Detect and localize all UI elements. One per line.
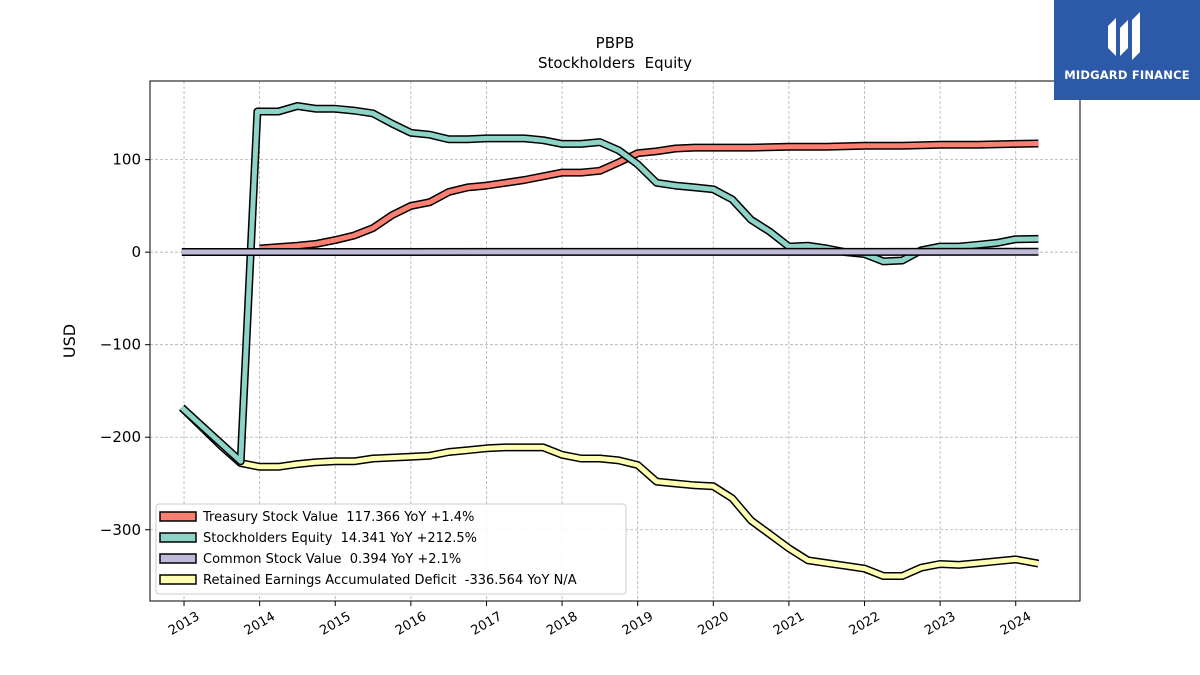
x-tick-label: 2015 bbox=[317, 609, 353, 639]
series-line bbox=[180, 103, 1039, 464]
legend-swatch bbox=[159, 553, 197, 564]
x-tick-label: 2016 bbox=[393, 609, 429, 639]
x-tick-label: 2022 bbox=[847, 609, 883, 639]
x-tick-label: 2018 bbox=[544, 609, 580, 639]
series-line bbox=[180, 405, 1039, 579]
x-tick-label: 2020 bbox=[695, 609, 731, 639]
legend-swatch bbox=[159, 511, 197, 522]
legend-swatch bbox=[159, 574, 197, 585]
x-tick-label: 2021 bbox=[771, 609, 807, 639]
y-tick-label: −200 bbox=[100, 428, 141, 446]
logo-text: MIDGARD FINANCE bbox=[1064, 68, 1190, 82]
chart-title: PBPB bbox=[596, 34, 635, 52]
legend: Treasury Stock Value 117.366 YoY +1.4% St… bbox=[155, 503, 627, 595]
x-tick-label: 2023 bbox=[922, 609, 958, 639]
legend-label: Stockholders Equity 14.341 YoY +212.5% bbox=[203, 531, 477, 546]
plot-frame bbox=[149, 80, 1081, 602]
legend-swatch bbox=[159, 532, 197, 543]
brand-logo: MIDGARD FINANCE bbox=[1054, 0, 1200, 100]
legend-label: Retained Earnings Accumulated Deficit -3… bbox=[203, 573, 577, 588]
x-tick-label: 2017 bbox=[469, 609, 505, 639]
legend-label: Common Stock Value 0.394 YoY +2.1% bbox=[203, 552, 461, 567]
y-tick-label: −300 bbox=[100, 521, 141, 539]
x-tick-label: 2019 bbox=[620, 609, 656, 639]
y-tick-label: 100 bbox=[112, 151, 141, 169]
chart-subtitle: Stockholders Equity bbox=[538, 54, 692, 72]
series-line bbox=[259, 141, 1039, 251]
y-tick-label: 0 bbox=[131, 243, 141, 261]
legend-label: Treasury Stock Value 117.366 YoY +1.4% bbox=[202, 510, 474, 525]
y-tick-label: −100 bbox=[100, 336, 141, 354]
series-lines bbox=[179, 102, 1040, 580]
x-tick-label: 2024 bbox=[998, 609, 1034, 639]
logo-mark-icon bbox=[1108, 12, 1140, 60]
y-axis-label: USD bbox=[60, 324, 79, 358]
x-tick-label: 2014 bbox=[242, 609, 278, 639]
x-tick-label: 2013 bbox=[166, 609, 202, 639]
legend-box bbox=[155, 503, 627, 595]
